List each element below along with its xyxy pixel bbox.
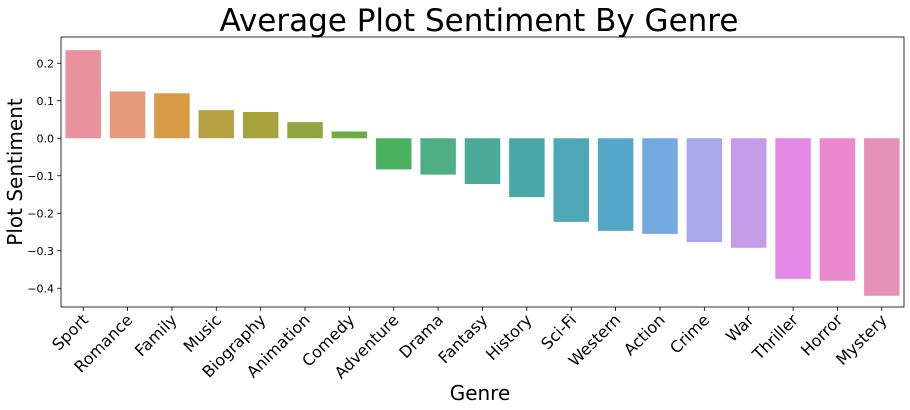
y-tick-label: −0.1 bbox=[27, 170, 54, 183]
x-tick-label: War bbox=[722, 310, 758, 346]
bar-comedy bbox=[331, 131, 368, 139]
bar-horror bbox=[819, 138, 856, 281]
y-axis-label: Plot Sentiment bbox=[3, 98, 27, 246]
bar-biography bbox=[242, 112, 279, 139]
bar-family bbox=[154, 93, 190, 139]
bar-sci-fi bbox=[553, 138, 589, 222]
x-tick-label: Thriller bbox=[748, 310, 802, 364]
x-tick-label: Family bbox=[131, 310, 181, 360]
bar-romance bbox=[109, 91, 146, 139]
bar-war bbox=[730, 138, 767, 248]
y-tick-label: 0.1 bbox=[37, 95, 55, 108]
x-tick-label: Crime bbox=[666, 310, 713, 357]
y-tick-label: 0.2 bbox=[37, 57, 55, 70]
bar-drama bbox=[420, 138, 456, 175]
x-axis-label: Genre bbox=[450, 381, 511, 405]
y-tick-label: 0.0 bbox=[37, 132, 55, 145]
x-tick-label: Fantasy bbox=[434, 310, 491, 367]
bar-mystery bbox=[864, 138, 900, 296]
bar-history bbox=[509, 138, 545, 198]
y-tick-label: −0.4 bbox=[27, 282, 54, 295]
bar-western bbox=[597, 138, 634, 231]
bars-group bbox=[65, 50, 900, 296]
y-tick-label: −0.2 bbox=[27, 207, 54, 220]
bar-adventure bbox=[376, 138, 412, 170]
bar-animation bbox=[287, 122, 323, 139]
bar-music bbox=[198, 110, 235, 139]
x-tick-label: History bbox=[482, 310, 536, 364]
bar-action bbox=[642, 138, 678, 234]
x-tick-label: Action bbox=[620, 310, 669, 359]
bar-crime bbox=[686, 138, 723, 243]
bar-sport bbox=[65, 50, 101, 139]
y-axis-ticks: 0.2 0.1 0.0 −0.1 −0.2 −0.3 −0.4 bbox=[27, 57, 61, 295]
bar-thriller bbox=[775, 138, 811, 279]
plot-frame bbox=[60, 36, 905, 308]
bar-fantasy bbox=[464, 138, 501, 184]
y-tick-label: −0.3 bbox=[27, 245, 54, 258]
chart-title: Average Plot Sentiment By Genre bbox=[220, 3, 739, 39]
x-axis-ticks: SportRomanceFamilyMusicBiographyAnimatio… bbox=[48, 307, 891, 382]
